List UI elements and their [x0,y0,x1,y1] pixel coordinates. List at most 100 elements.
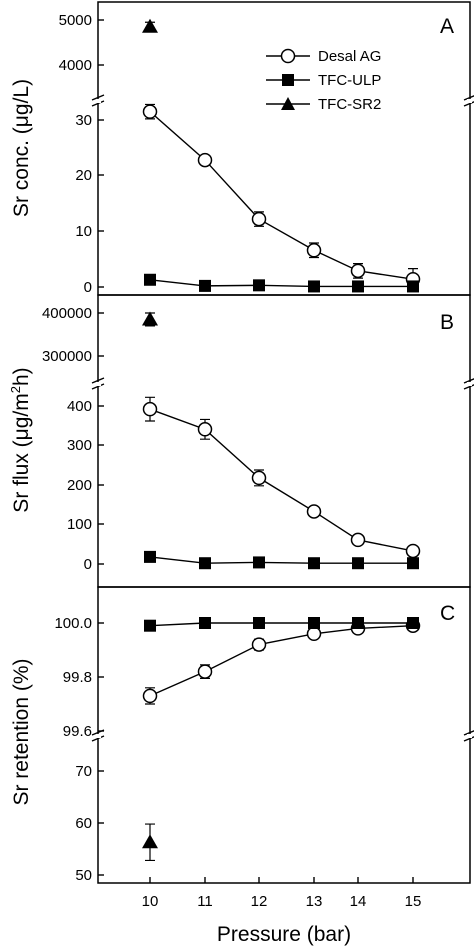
point-desal-ag-panel-b-x10 [142,401,158,417]
x-axis-title: Pressure (bar) [217,923,351,946]
point-desal-ag-panel-a-x11 [197,152,213,168]
ytick-b-300: 300 [67,437,92,454]
break-a-right [463,95,474,107]
series-line-desal-ag-panel-c [149,625,414,697]
point-desal-ag-panel-c-x13 [306,626,322,642]
point-tfc-ulp-panel-a-x14 [352,280,364,293]
y-tick-marks [98,19,104,876]
break-c-right [463,730,474,742]
y-axis-title-b-prefix: Sr flux (μg/m [10,393,33,512]
point-desal-ag-panel-b-x14 [350,532,366,548]
point-desal-ag-panel-b-x13 [306,504,322,519]
xtick-10: 10 [142,893,159,910]
ytick-c-100: 100.0 [54,615,92,632]
point-tfc-ulp-panel-c-x10 [144,619,156,632]
ytick-b-100: 100 [67,516,92,533]
series-line-desal-ag-panel-a [149,111,414,280]
point-desal-ag-panel-c-x12 [251,637,267,652]
point-desal-ag-panel-b-x15 [405,543,421,559]
y-tick-labels: 5000 4000 30 20 10 0 400000 300000 400 3… [42,12,92,884]
point-desal-ag-panel-c-x11 [197,664,213,679]
panel-letter-a: A [440,15,454,38]
point-tfc-ulp-panel-c-x11 [199,617,211,629]
legend-sr2-marker [281,97,295,110]
point-tfc-ulp-panel-a-x10 [144,273,156,286]
x-tick-marks [149,877,414,883]
series-line-tfc-ulp-panel-b [149,556,413,564]
break-b-right [463,378,474,390]
break-a-left [91,94,105,107]
legend: Desal AG TFC-ULP TFC-SR2 [266,48,381,113]
ytick-c-99-8: 99.8 [63,669,92,686]
ytick-a-5000: 5000 [59,12,92,29]
point-desal-ag-panel-b-x12 [251,470,267,486]
ytick-c-70: 70 [75,763,92,780]
point-desal-ag-panel-c-x10 [142,688,158,704]
ytick-a-4000: 4000 [59,57,92,74]
point-tfc-sr2-panel-b-x10 [142,311,158,326]
point-tfc-ulp-panel-c-x15 [407,617,419,629]
point-desal-ag-panel-a-x10 [142,104,158,119]
series-line-desal-ag-panel-b [149,408,414,552]
break-gaps [96,99,472,738]
legend-ulp-label: TFC-ULP [318,72,381,89]
point-tfc-ulp-panel-a-x13 [308,280,320,293]
point-tfc-ulp-panel-b-x10 [144,550,156,563]
point-tfc-ulp-panel-a-x12 [253,279,265,292]
panel-a-frame [97,1,471,296]
legend-ulp-marker [282,74,294,86]
point-desal-ag-panel-a-x12 [251,211,267,227]
y-axis-title-b: Sr flux (μg/m2h) [8,367,33,512]
y-axis-title-c: Sr retention (%) [10,658,33,805]
panel-b-frame [97,294,471,588]
panel-a-plot [142,18,421,293]
y-axis-title-a: Sr conc. (μg/L) [10,79,33,217]
ytick-b-400000: 400000 [42,305,92,322]
ytick-c-50: 50 [75,867,92,884]
point-desal-ag-panel-a-x14 [350,263,366,279]
xtick-14: 14 [350,893,367,910]
legend-desal-marker [280,48,296,64]
break-b-left [91,377,105,390]
ytick-b-300000: 300000 [42,348,92,365]
y-axis-title-b-sup: 2 [8,386,23,393]
ytick-b-0: 0 [84,556,92,573]
panel-letter-c: C [440,602,455,625]
point-tfc-ulp-panel-b-x12 [253,556,265,569]
xtick-11: 11 [197,893,213,910]
ytick-b-400: 400 [67,398,92,415]
plot-layer [142,18,421,862]
point-tfc-ulp-panel-b-x14 [352,557,364,570]
point-tfc-ulp-panel-b-x15 [407,557,419,570]
ytick-a-0: 0 [84,279,92,296]
point-tfc-ulp-panel-c-x14 [352,617,364,629]
xtick-15: 15 [405,893,422,910]
point-tfc-ulp-panel-a-x11 [199,279,211,292]
point-tfc-ulp-panel-b-x13 [308,557,320,570]
point-tfc-ulp-panel-c-x13 [308,617,320,629]
series-line-tfc-ulp-panel-a [149,279,413,288]
ytick-a-20: 20 [75,167,92,184]
legend-sr2-label: TFC-SR2 [318,96,381,113]
ytick-a-10: 10 [75,223,92,240]
axis-breaks [91,94,474,742]
point-desal-ag-panel-a-x13 [306,243,322,258]
y-axis-title-b-suffix: h) [10,367,33,386]
ytick-a-30: 30 [75,112,92,129]
point-tfc-sr2-panel-c-x10 [142,834,158,849]
point-tfc-sr2-panel-a-x10 [142,18,158,33]
panel-c-plot [142,617,421,862]
ytick-c-99-6: 99.6 [63,723,92,740]
panel-letter-b: B [440,311,454,334]
xtick-12: 12 [251,893,268,910]
point-tfc-ulp-panel-c-x12 [253,617,265,629]
ytick-c-60: 60 [75,815,92,832]
point-desal-ag-panel-b-x11 [197,422,213,437]
x-tick-labels: 10 11 12 13 14 15 [142,893,422,910]
ytick-b-200: 200 [67,477,92,494]
point-tfc-ulp-panel-a-x15 [407,280,419,293]
legend-desal-label: Desal AG [318,48,381,65]
series-line-tfc-ulp-panel-c [149,622,413,627]
point-tfc-ulp-panel-b-x11 [199,557,211,570]
